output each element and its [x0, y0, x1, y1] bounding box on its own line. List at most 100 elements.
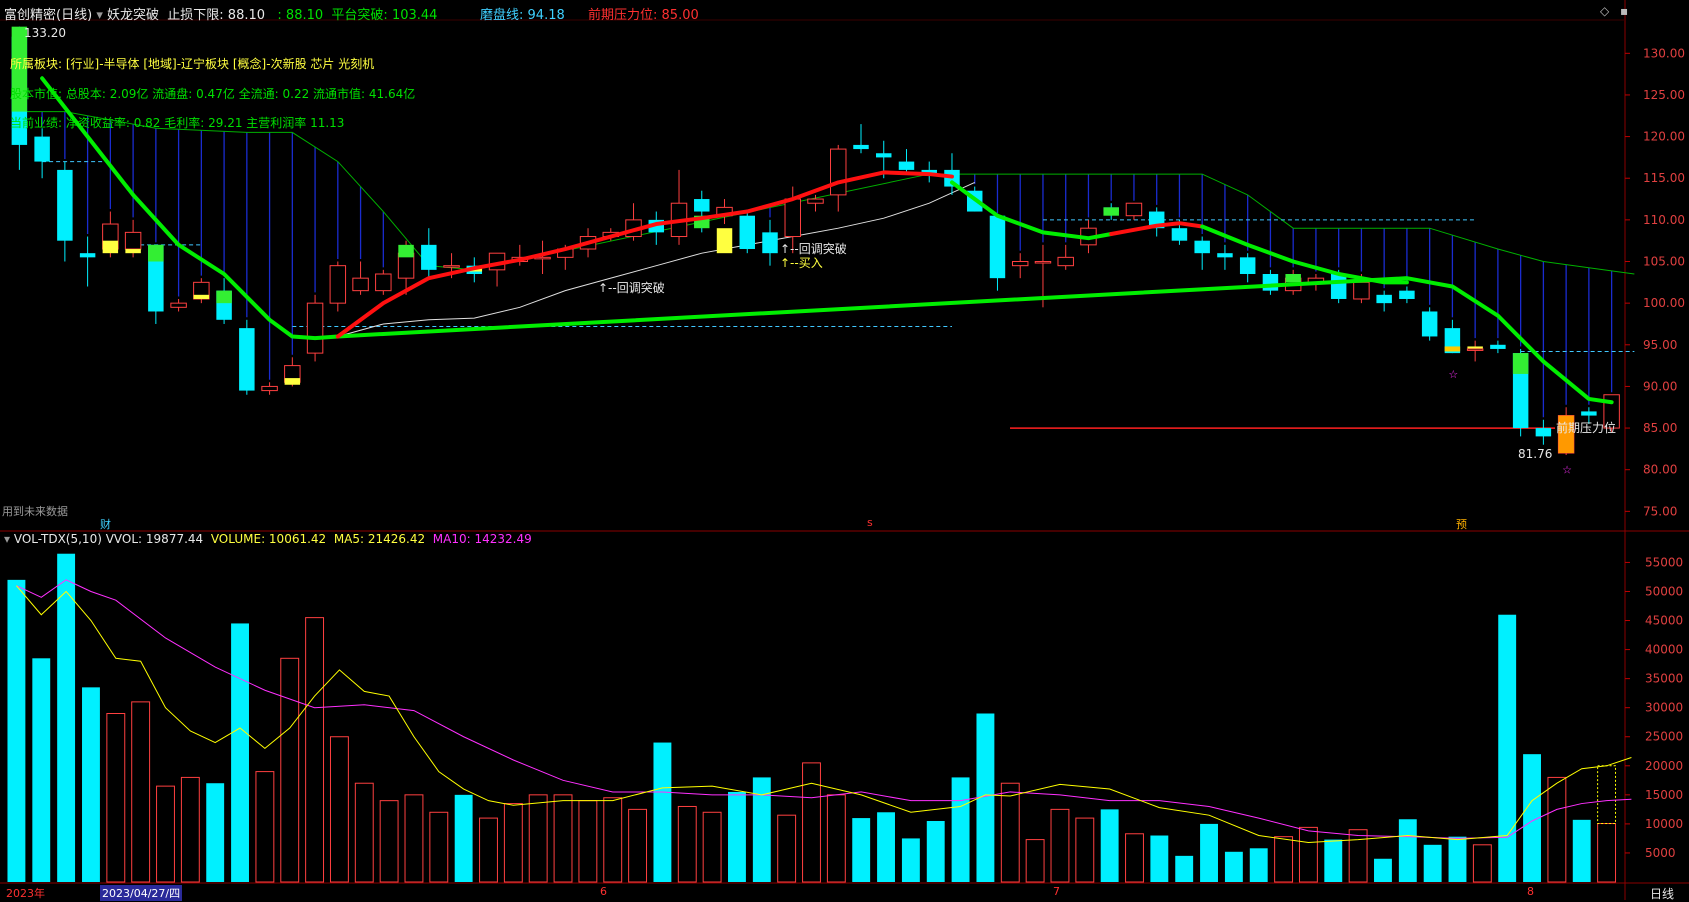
dropdown-arrow-icon[interactable]: ▾: [96, 8, 103, 23]
volume-bar: [728, 791, 746, 882]
price-tick-label: 105.00: [1643, 255, 1685, 269]
candle-highlight: [716, 228, 733, 254]
chart-header: 富创精密(日线) ▾ 妖龙突破 止损下限: 88.10 : 88.10 平台突破…: [4, 4, 437, 23]
volume-bar: [1374, 858, 1392, 882]
volume-bar: [1224, 851, 1243, 882]
pressure-value: 85.00: [661, 8, 699, 23]
pressure-text: 前期压力位: [1556, 421, 1617, 435]
candle-body: [124, 231, 142, 250]
volume-bar: [1025, 839, 1045, 883]
candle-highlight: [11, 26, 28, 112]
candle-body: [1581, 411, 1597, 416]
volume-bar: [603, 797, 623, 883]
pressure-label: 前期压力位:: [588, 8, 658, 23]
candle-body: [762, 232, 778, 254]
volume-bar: [305, 617, 325, 883]
ma-red-line-2: [1109, 221, 1205, 237]
volume-bar: [82, 687, 100, 882]
volume-bar: [677, 805, 697, 883]
volume-tick-label: 45000: [1645, 614, 1683, 628]
volume-tick-label: 25000: [1645, 730, 1683, 744]
candle-highlight: [216, 290, 232, 304]
marker-cai: 财: [100, 518, 111, 531]
diamond-icon[interactable]: ◇: [1600, 4, 1610, 18]
volume-bar: [1597, 823, 1617, 883]
price-tick-label: 80.00: [1643, 463, 1677, 477]
volume-bar: [1200, 823, 1218, 882]
price-tick-label: 115.00: [1643, 171, 1685, 185]
platform-value: 103.44: [391, 8, 438, 23]
volume-bar: [1572, 819, 1591, 882]
tab-daily[interactable]: 日线: [1650, 887, 1675, 901]
volume-bar: [553, 794, 573, 883]
volume-bar: [1075, 817, 1095, 883]
volume-bar: [1423, 844, 1442, 882]
indicator-name[interactable]: 妖龙突破: [106, 8, 159, 23]
volume-bar: [1547, 776, 1567, 883]
candle-body: [1125, 202, 1143, 217]
ma10-value: MA10: 14232.49: [432, 532, 532, 546]
volume-bar: [852, 818, 871, 882]
candle-highlight: [1467, 346, 1483, 349]
candle-body: [1011, 261, 1029, 267]
ma-green-line: [40, 76, 1614, 405]
volume-bar: [1000, 782, 1020, 883]
sector-info: 所属板块: [行业]-半导体 [地域]-辽宁板块 [概念]-次新股 芯片 光刻机: [10, 57, 375, 71]
value2: : 88.10: [277, 8, 324, 23]
volume-bar: [404, 794, 424, 883]
candle-body: [239, 328, 255, 391]
price-tick-label: 120.00: [1643, 130, 1685, 144]
volume-bar: [329, 736, 349, 883]
candle-body: [57, 169, 73, 241]
ma-white-line: [337, 181, 975, 337]
candle-body: [1330, 274, 1347, 299]
collapse-icon[interactable]: ▪: [1620, 4, 1629, 18]
candle-highlight: [193, 294, 210, 299]
volume-bar: [206, 783, 225, 882]
volume-bar: [354, 782, 374, 883]
volume-ma5-line: [16, 585, 1632, 843]
candle-highlight: [398, 244, 414, 258]
price-tick-label: 85.00: [1643, 421, 1677, 435]
candle-body: [989, 215, 1006, 279]
volume-bar: [901, 838, 920, 882]
volume-bar: [1523, 754, 1541, 882]
volume-bar: [1298, 826, 1318, 883]
pullback-label-2: ↑--回调突破: [780, 242, 847, 256]
stock-name[interactable]: 富创精密: [4, 8, 57, 23]
candle-highlight: [1512, 353, 1529, 374]
pullback-label-1: ↑--回调突破: [598, 281, 665, 295]
volume-bar: [32, 658, 51, 882]
volume-bar: [926, 820, 945, 882]
candle-body: [694, 199, 710, 212]
volume-bar: [7, 579, 26, 882]
candle-body: [739, 215, 755, 250]
pressure-readout: 前期压力位: 85.00: [588, 4, 699, 23]
platform-label: 平台突破:: [331, 8, 388, 23]
price-tick-label: 90.00: [1643, 379, 1677, 393]
volume-tick-label: 20000: [1645, 759, 1683, 773]
volume-dropdown-icon[interactable]: ▾: [4, 532, 11, 546]
volume-bar: [106, 713, 126, 883]
footer-month-8: 8: [1527, 885, 1534, 898]
candle-highlight: [1103, 207, 1119, 216]
capital-info: 股本市值: 总股本: 2.09亿 流通盘: 0.47亿 全流通: 0.22 流通…: [10, 87, 416, 101]
candle-body: [1239, 257, 1256, 274]
price-tick-label: 125.00: [1643, 88, 1685, 102]
volume-bar: [280, 657, 300, 883]
candle-body: [170, 302, 187, 308]
vvol-value: VVOL: 19877.44: [105, 532, 204, 546]
volume-bar: [503, 803, 523, 883]
projected-volume-bar: [1597, 765, 1617, 825]
volume-indicator-name[interactable]: VOL-TDX(5,10): [13, 532, 102, 546]
candle-body: [1399, 290, 1415, 299]
candle-body: [807, 198, 824, 204]
candle-highlight: [1558, 415, 1574, 454]
volume-bar: [1472, 844, 1492, 883]
volume-bar: [1125, 833, 1144, 883]
price-tick-label: 110.00: [1643, 213, 1685, 227]
buy-label: ↑--买入: [780, 256, 823, 270]
candle-body: [79, 253, 96, 258]
volume-tick-label: 30000: [1645, 701, 1683, 715]
